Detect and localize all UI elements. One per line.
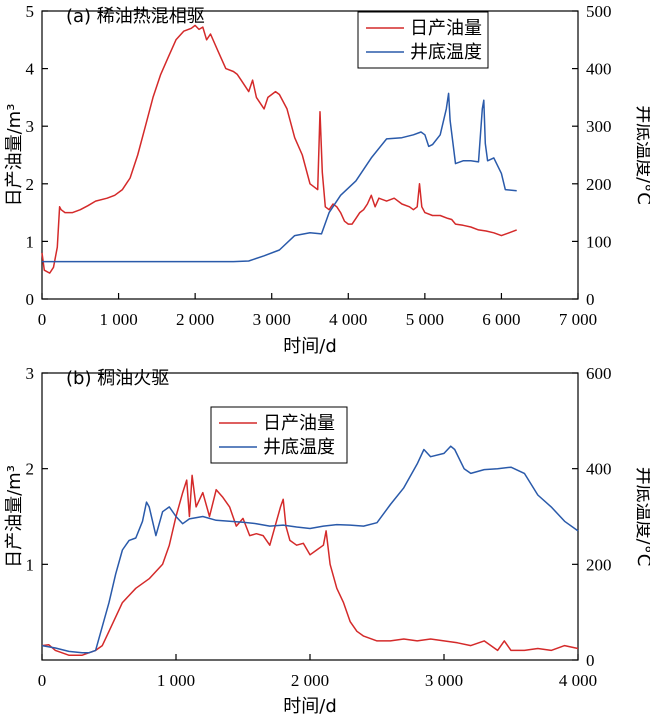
x-tick-label: 4 000 <box>559 671 597 690</box>
series-line-temperature <box>41 445 579 654</box>
y2-tick-label: 0 <box>586 290 595 309</box>
x-tick-label: 2 000 <box>291 671 329 690</box>
y2-tick-label: 0 <box>586 651 595 670</box>
y2-tick-label: 200 <box>586 175 612 194</box>
y-tick-label: 3 <box>26 117 35 136</box>
x-tick-label: 7 000 <box>559 310 597 329</box>
x-tick-label: 1 000 <box>157 671 195 690</box>
x-tick-label: 1 000 <box>99 310 137 329</box>
x-tick-label: 0 <box>38 310 47 329</box>
x-tick-label: 6 000 <box>482 310 520 329</box>
legend-entry: 日产油量 <box>410 18 482 39</box>
y-tick-label: 2 <box>26 460 35 479</box>
y-tick-label: 1 <box>26 555 35 574</box>
y-tick-label: 0 <box>26 290 35 309</box>
y2-tick-label: 200 <box>586 555 612 574</box>
x-tick-label: 5 000 <box>406 310 444 329</box>
legend-box <box>357 11 489 69</box>
y2-tick-label: 500 <box>586 2 612 21</box>
y2-tick-label: 100 <box>586 232 612 251</box>
series-line-oil-rate <box>41 24 517 274</box>
y-axis-label: 日产油量/m³ <box>4 465 25 568</box>
x-tick-label: 2 000 <box>176 310 214 329</box>
y2-tick-label: 400 <box>586 460 612 479</box>
plot-frame <box>41 10 579 300</box>
x-tick-label: 4 000 <box>329 310 367 329</box>
y-tick-label: 3 <box>26 364 35 383</box>
x-tick-label: 0 <box>38 671 47 690</box>
y2-tick-label: 400 <box>586 60 612 79</box>
y2-tick-label: 300 <box>586 117 612 136</box>
legend-entry: 井底温度 <box>410 42 482 63</box>
chart-panel-1: 0 1 000 2 000 3 000 4 000 1 2 3 0 200 400 600 (b) 稠油… <box>4 364 650 717</box>
y-tick-label: 5 <box>26 2 35 21</box>
x-axis-label: 时间/d <box>283 336 337 357</box>
x-tick-label: 3 000 <box>253 310 291 329</box>
y-tick-label: 1 <box>26 232 35 251</box>
y-tick-label: 2 <box>26 175 35 194</box>
panel-title: (b) 稠油火驱 <box>66 368 169 389</box>
series-line-oil-rate <box>41 474 579 656</box>
series-line-temperature <box>42 92 517 263</box>
legend-entry: 井底温度 <box>263 437 335 458</box>
y-tick-label: 4 <box>26 60 35 79</box>
y-axis-label: 日产油量/m³ <box>4 104 25 207</box>
y2-axis-label: 井底温度/°C <box>633 105 650 205</box>
y2-axis-label: 井底温度/°C <box>633 467 650 567</box>
legend-box <box>210 406 348 464</box>
x-tick-label: 3 000 <box>425 671 463 690</box>
legend-entry: 日产油量 <box>263 413 335 434</box>
x-axis-label: 时间/d <box>283 696 337 717</box>
y2-tick-label: 600 <box>586 364 612 383</box>
panel-title: (a) 稀油热混相驱 <box>66 6 205 27</box>
